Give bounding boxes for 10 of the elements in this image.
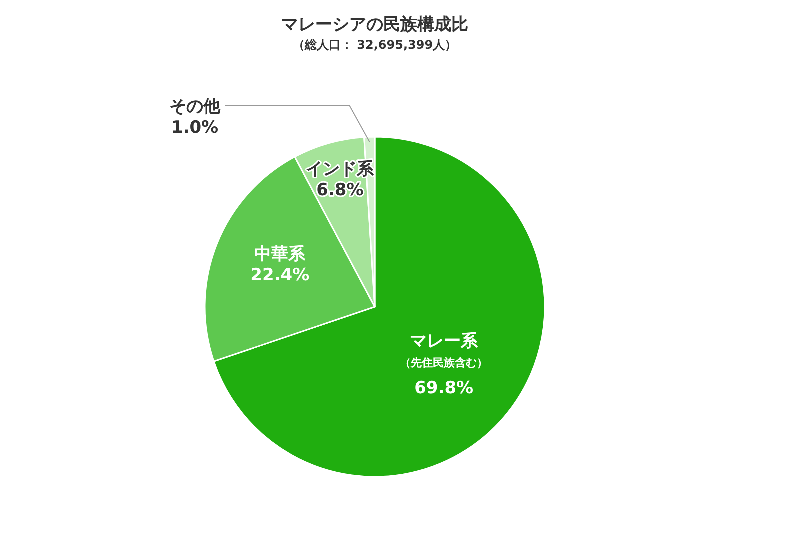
data-label: 22.4% bbox=[250, 265, 310, 286]
data-label: 1.0% bbox=[171, 118, 219, 138]
data-label: 6.8% bbox=[316, 180, 364, 200]
slice-label: その他 bbox=[170, 97, 222, 117]
slice-label: インド系 bbox=[306, 159, 376, 180]
chart-subtitle: （総人口： 32,695,399人） bbox=[292, 38, 458, 52]
data-label: 69.8% bbox=[414, 378, 474, 399]
chart-title: マレーシアの民族構成比 bbox=[282, 15, 468, 35]
slice-label: マレー系（先住民族含む） bbox=[400, 332, 488, 370]
slice-label: 中華系 bbox=[254, 244, 307, 264]
